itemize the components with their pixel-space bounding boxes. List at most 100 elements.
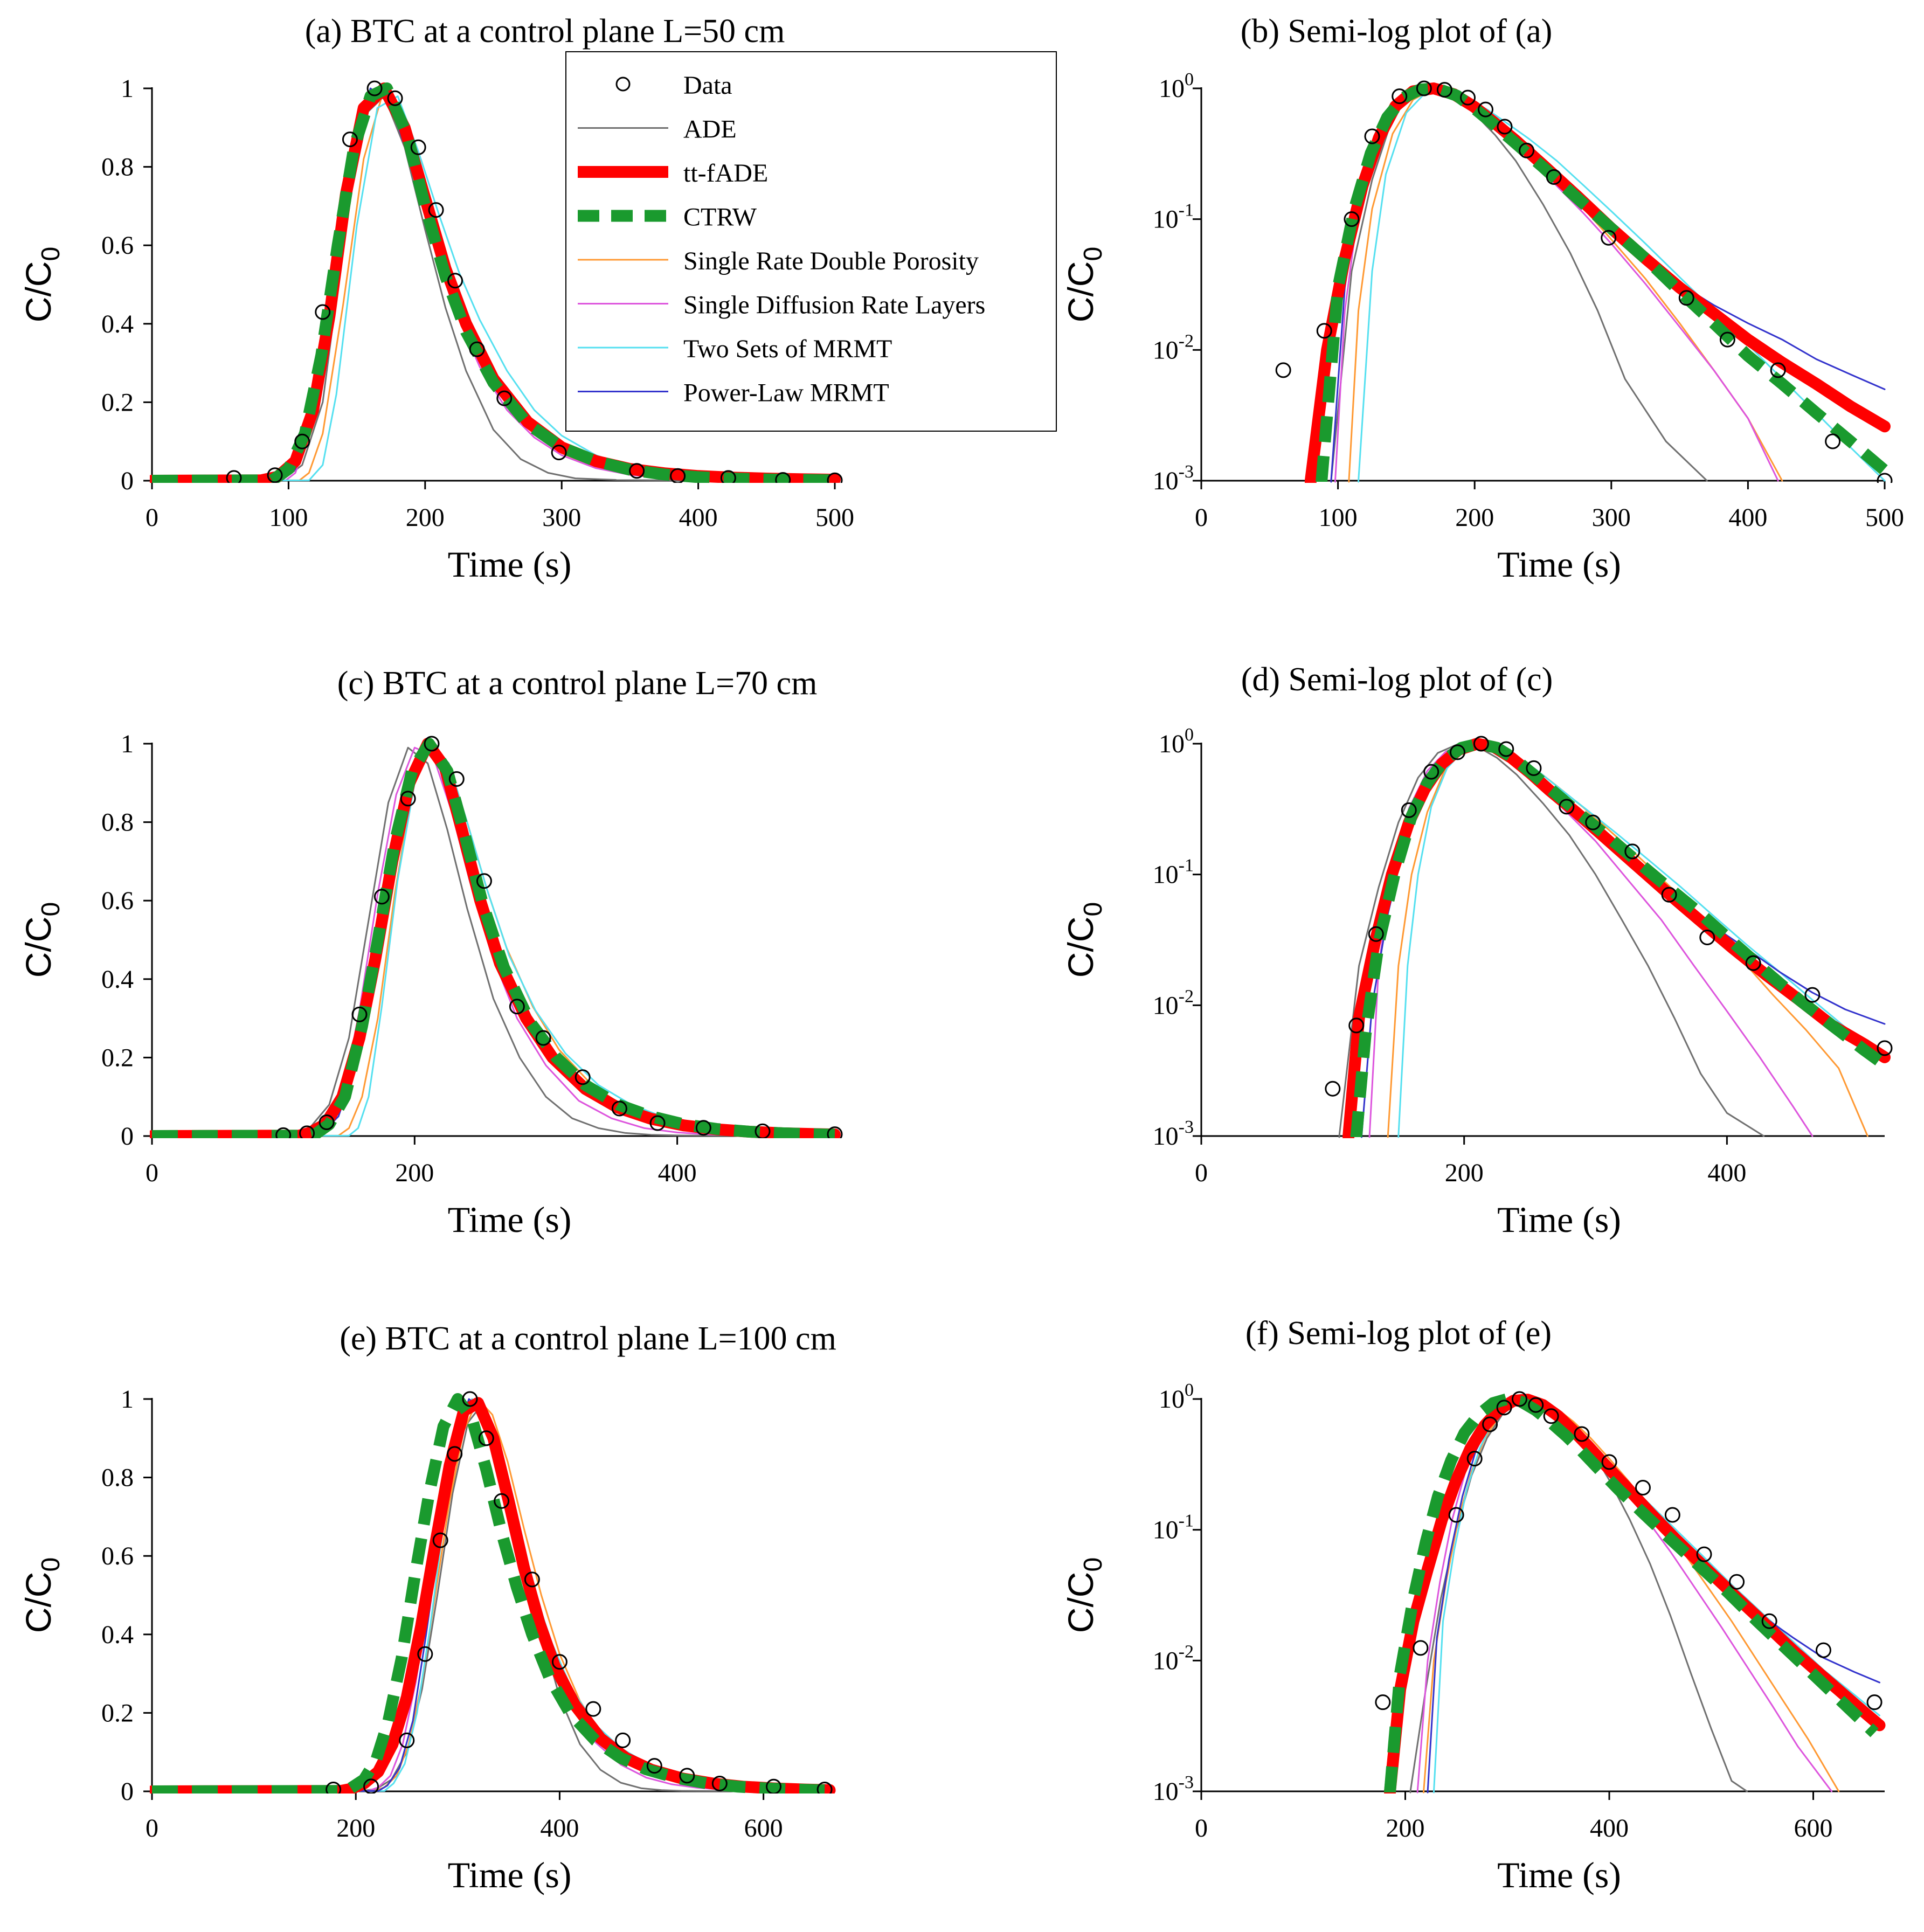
legend-box xyxy=(565,51,1057,432)
data-point xyxy=(1770,362,1786,378)
data-point xyxy=(1526,760,1542,776)
data-point xyxy=(432,1532,448,1548)
y-tick-label: 100 xyxy=(1159,70,1194,103)
x-axis-label: Time (s) xyxy=(448,1199,572,1240)
data-point xyxy=(1601,1454,1617,1470)
series-line-tt-fade xyxy=(150,738,841,1138)
x-tick-label: 0 xyxy=(1195,1159,1208,1187)
data-point xyxy=(1815,1642,1831,1658)
panel-title: (b) Semi-log plot of (a) xyxy=(1241,13,1553,50)
y-tick-label: 10-2 xyxy=(1153,1642,1194,1675)
data-point xyxy=(1729,1574,1745,1590)
series-line-single-diffusion-rate-layers xyxy=(1368,743,1814,1138)
plot-area xyxy=(150,1391,836,1793)
data-point xyxy=(679,1768,695,1784)
y-tick-label: 0.6 xyxy=(101,887,134,915)
data-point xyxy=(670,468,686,483)
data-point xyxy=(629,463,645,479)
data-point xyxy=(1460,89,1476,106)
data-point xyxy=(267,467,283,483)
data-point xyxy=(1473,736,1489,752)
data-point xyxy=(695,1120,711,1136)
data-point xyxy=(551,445,567,461)
data-point xyxy=(1275,362,1291,378)
x-tick-label: 100 xyxy=(1319,503,1358,532)
legend-label: tt-fADE xyxy=(683,159,768,188)
data-point xyxy=(827,1126,843,1138)
x-tick-label: 300 xyxy=(542,503,581,532)
data-point xyxy=(1696,1546,1712,1562)
legend-label: ADE xyxy=(683,115,737,144)
y-tick-label: 100 xyxy=(1159,1380,1194,1414)
data-point xyxy=(585,1701,601,1717)
panel-f: 0 200 400 600 10-3 10-2 10-1 100 (f) Semi-log pl… xyxy=(1061,1315,1886,1895)
data-point xyxy=(448,771,465,787)
panel-d: 0 200 400 10-3 10-2 10-1 100 (d) Semi-log plot … xyxy=(1061,661,1893,1240)
data-point xyxy=(720,470,736,483)
plot-area xyxy=(150,80,843,483)
data-point xyxy=(1601,230,1617,246)
legend-label: Two Sets of MRMT xyxy=(683,335,892,363)
x-tick-label: 600 xyxy=(744,1814,783,1843)
x-tick-label: 200 xyxy=(406,503,445,532)
data-point xyxy=(1466,1451,1483,1467)
y-tick-label: 1 xyxy=(121,74,134,103)
data-point xyxy=(1546,169,1562,185)
x-tick-label: 400 xyxy=(658,1159,697,1187)
legend-label: Data xyxy=(683,71,732,100)
y-tick-label: 10-3 xyxy=(1153,462,1194,495)
y-tick-label: 0.8 xyxy=(101,808,134,837)
plot-area xyxy=(1375,1391,1886,1793)
data-point xyxy=(447,273,463,289)
data-point xyxy=(1497,119,1513,135)
data-point xyxy=(1401,802,1417,818)
data-point xyxy=(1719,331,1735,348)
series-line-ade xyxy=(151,746,836,1137)
panel-title: (d) Semi-log plot of (c) xyxy=(1241,661,1553,698)
x-axis-label: Time (s) xyxy=(1497,1199,1621,1240)
y-tick-label: 0.6 xyxy=(101,1542,134,1570)
y-tick-label: 0.6 xyxy=(101,231,134,260)
data-point xyxy=(755,1123,771,1138)
data-point xyxy=(351,1006,368,1022)
data-point xyxy=(399,1732,415,1748)
x-tick-label: 0 xyxy=(146,1159,158,1187)
data-point xyxy=(575,1069,591,1085)
data-point xyxy=(1496,1400,1512,1416)
data-point xyxy=(1664,1507,1680,1523)
data-point xyxy=(1450,744,1465,760)
data-point xyxy=(1699,930,1715,946)
x-tick-label: 100 xyxy=(269,503,308,532)
y-tick-label: 0.2 xyxy=(101,1043,134,1072)
data-point xyxy=(816,1782,833,1793)
data-point xyxy=(1368,926,1384,942)
legend-label: Power-Law MRMT xyxy=(683,379,889,407)
x-tick-label: 600 xyxy=(1794,1814,1833,1843)
data-point xyxy=(551,1654,567,1670)
series-line-tt-fade xyxy=(1384,1394,1886,1793)
data-point xyxy=(1624,843,1641,860)
data-point xyxy=(342,131,358,148)
y-axis-label: C/C0 xyxy=(1061,902,1108,978)
series-line-single-rate-double-porosity xyxy=(1387,743,1868,1138)
y-tick-label: 10-2 xyxy=(1153,986,1194,1020)
y-tick-label: 100 xyxy=(1159,725,1194,758)
series-line-power-law-mrmt xyxy=(151,1398,830,1792)
x-tick-label: 400 xyxy=(540,1814,579,1843)
x-tick-label: 400 xyxy=(1590,1814,1629,1843)
x-tick-label: 200 xyxy=(336,1814,375,1843)
x-tick-label: 400 xyxy=(1728,503,1767,532)
series-line-ctrw xyxy=(1350,738,1888,1138)
y-axis-label: C/C0 xyxy=(18,1557,65,1633)
data-point xyxy=(428,202,444,218)
series-line-ade xyxy=(151,95,836,482)
legend: Data ADE tt-fADE CTRW Single Rate Double Por… xyxy=(565,51,1057,432)
data-point xyxy=(1635,1479,1651,1495)
x-axis-label: Time (s) xyxy=(1497,1854,1621,1895)
data-point xyxy=(766,1778,782,1793)
data-point xyxy=(1661,887,1677,903)
y-tick-label: 10-1 xyxy=(1153,200,1194,234)
x-tick-label: 200 xyxy=(1445,1159,1484,1187)
data-point xyxy=(1804,987,1821,1003)
